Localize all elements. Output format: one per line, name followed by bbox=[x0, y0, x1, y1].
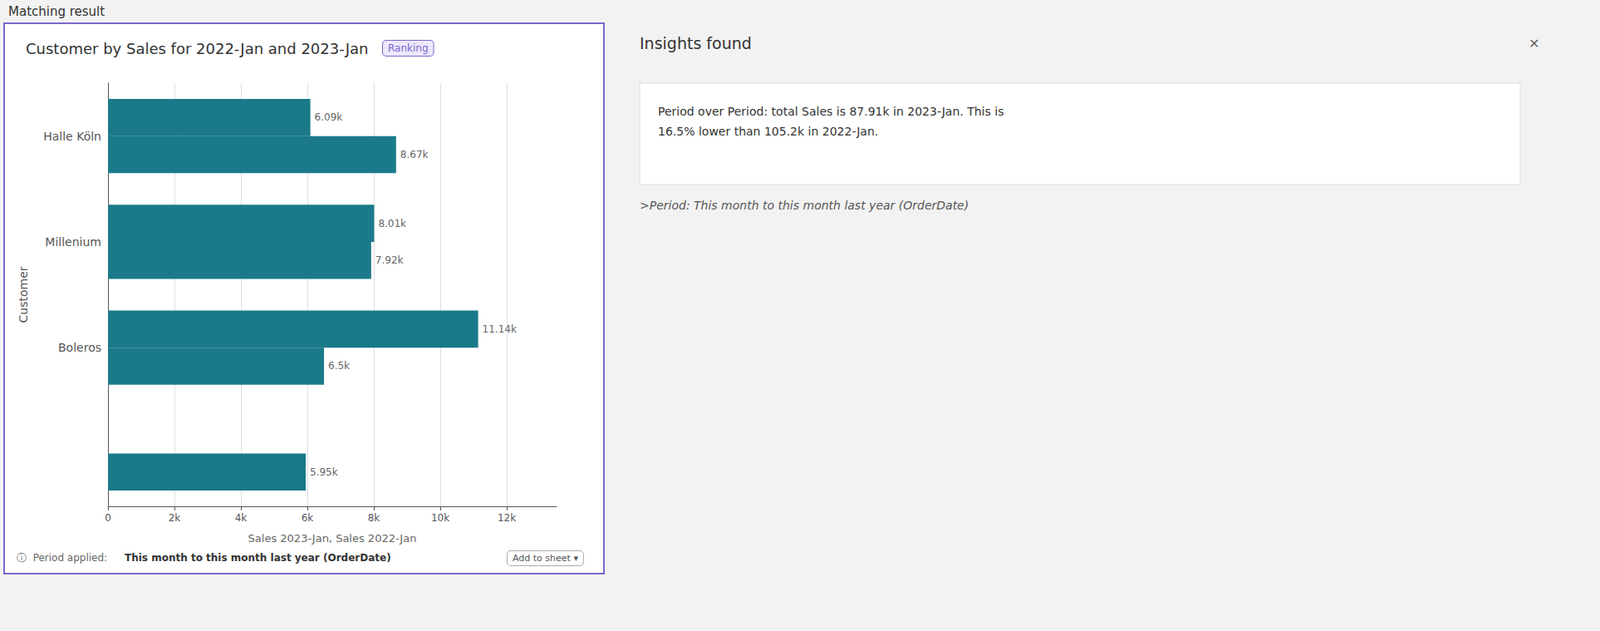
svg-text:Matching result: Matching result bbox=[8, 4, 105, 20]
svg-text:10k: 10k bbox=[431, 511, 450, 524]
svg-text:Millenium: Millenium bbox=[44, 235, 102, 249]
svg-text:✕: ✕ bbox=[1528, 35, 1540, 52]
svg-text:6.09k: 6.09k bbox=[314, 111, 344, 123]
svg-text:This month to this month last: This month to this month last year (Orde… bbox=[124, 551, 392, 564]
svg-text:11.14k: 11.14k bbox=[482, 323, 517, 335]
svg-text:Add to sheet ▾: Add to sheet ▾ bbox=[512, 552, 579, 564]
svg-text:2k: 2k bbox=[168, 511, 182, 524]
svg-text:5.95k: 5.95k bbox=[309, 466, 339, 478]
svg-text:0: 0 bbox=[104, 511, 112, 524]
svg-text:4k: 4k bbox=[235, 511, 248, 524]
svg-text:8k: 8k bbox=[368, 511, 381, 524]
svg-text:Halle Köln: Halle Köln bbox=[43, 129, 102, 143]
svg-text:8.67k: 8.67k bbox=[400, 148, 429, 161]
svg-text:Ranking: Ranking bbox=[387, 42, 429, 54]
svg-text:Insights found: Insights found bbox=[639, 34, 752, 53]
svg-text:6.5k: 6.5k bbox=[328, 359, 350, 372]
svg-text:16.5% lower than 105.2k in 202: 16.5% lower than 105.2k in 2022-Jan. bbox=[657, 124, 879, 138]
svg-text:Period over Period: total Sale: Period over Period: total Sales is 87.91… bbox=[657, 104, 1004, 118]
svg-text:7.92k: 7.92k bbox=[375, 254, 404, 266]
svg-text:8.01k: 8.01k bbox=[377, 217, 407, 230]
svg-text:Customer by Sales for 2022-Jan: Customer by Sales for 2022-Jan and 2023-… bbox=[25, 39, 369, 58]
svg-text:12k: 12k bbox=[497, 511, 516, 524]
svg-text:6k: 6k bbox=[301, 511, 315, 524]
svg-text:ⓘ Period applied:: ⓘ Period applied: bbox=[16, 551, 111, 564]
svg-text:Customer: Customer bbox=[16, 265, 30, 323]
svg-text:Boleros: Boleros bbox=[58, 340, 102, 354]
svg-text:>Period: This month to this mo: >Period: This month to this month last y… bbox=[639, 198, 969, 212]
svg-text:Sales 2023-Jan, Sales 2022-Jan: Sales 2023-Jan, Sales 2022-Jan bbox=[248, 531, 418, 545]
